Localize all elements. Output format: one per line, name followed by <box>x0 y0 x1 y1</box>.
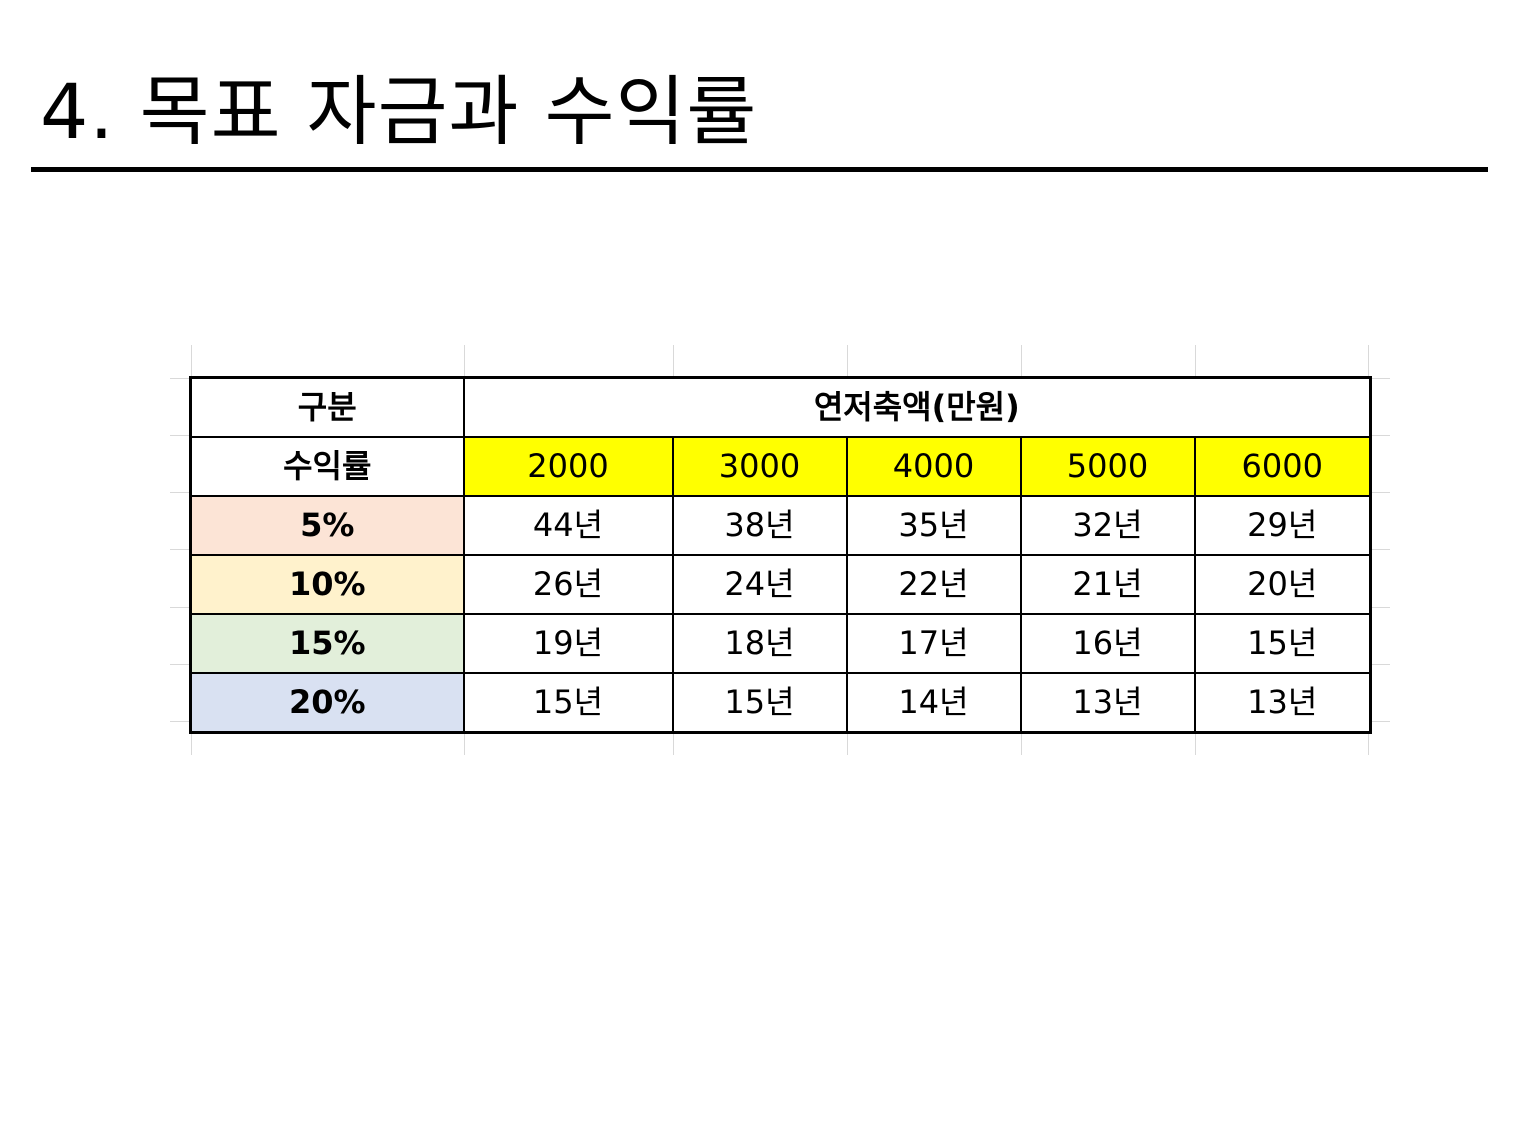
years-cell: 32년 <box>1019 495 1196 556</box>
years-cell: 44년 <box>462 495 674 556</box>
amount-cell: 2000 <box>462 436 674 497</box>
header-annual-savings-cell: 연저축액(만원) <box>462 376 1372 438</box>
years-cell: 16년 <box>1019 613 1196 674</box>
amount-cell: 3000 <box>671 436 848 497</box>
slide-title: 4. 목표 자금과 수익률 <box>40 67 758 156</box>
rate-cell: 5% <box>189 495 465 556</box>
amount-cell: 5000 <box>1019 436 1196 497</box>
table-row: 15% 19년 18년 17년 16년 15년 <box>189 613 1372 674</box>
amount-cell: 6000 <box>1193 436 1372 497</box>
table-amount-row: 수익률 2000 3000 4000 5000 6000 <box>189 436 1372 497</box>
years-cell: 35년 <box>845 495 1022 556</box>
years-cell: 38년 <box>671 495 848 556</box>
header-category-cell: 구분 <box>189 376 465 438</box>
savings-rate-table: 구분 연저축액(만원) 수익률 2000 3000 4000 5000 6000… <box>189 376 1373 734</box>
table-row: 20% 15년 15년 14년 13년 13년 <box>189 672 1372 734</box>
years-cell: 26년 <box>462 554 674 615</box>
years-cell: 15년 <box>1193 613 1372 674</box>
years-cell: 18년 <box>671 613 848 674</box>
rate-cell: 20% <box>189 672 465 734</box>
rate-cell: 15% <box>189 613 465 674</box>
years-cell: 19년 <box>462 613 674 674</box>
years-cell: 17년 <box>845 613 1022 674</box>
years-cell: 13년 <box>1193 672 1372 734</box>
years-cell: 20년 <box>1193 554 1372 615</box>
table-row: 10% 26년 24년 22년 21년 20년 <box>189 554 1372 615</box>
years-cell: 29년 <box>1193 495 1372 556</box>
years-cell: 14년 <box>845 672 1022 734</box>
years-cell: 22년 <box>845 554 1022 615</box>
years-cell: 13년 <box>1019 672 1196 734</box>
rate-cell: 10% <box>189 554 465 615</box>
title-underline <box>31 167 1488 172</box>
years-cell: 24년 <box>671 554 848 615</box>
years-cell: 21년 <box>1019 554 1196 615</box>
years-cell: 15년 <box>671 672 848 734</box>
years-cell: 15년 <box>462 672 674 734</box>
header-rate-cell: 수익률 <box>189 436 465 497</box>
table-header-row: 구분 연저축액(만원) <box>189 376 1372 438</box>
table-row: 5% 44년 38년 35년 32년 29년 <box>189 495 1372 556</box>
amount-cell: 4000 <box>845 436 1022 497</box>
